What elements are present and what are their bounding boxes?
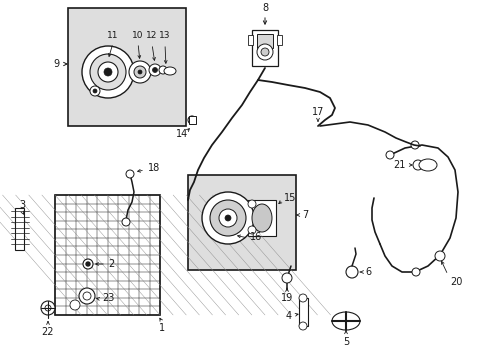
Circle shape bbox=[41, 301, 55, 315]
Circle shape bbox=[346, 266, 357, 278]
Bar bbox=[251, 30, 278, 66]
Circle shape bbox=[138, 70, 142, 74]
Bar bbox=[247, 35, 252, 45]
Text: 22: 22 bbox=[41, 327, 54, 337]
Circle shape bbox=[134, 66, 146, 78]
Circle shape bbox=[45, 305, 51, 311]
Circle shape bbox=[129, 61, 151, 83]
Ellipse shape bbox=[251, 204, 271, 232]
Circle shape bbox=[187, 116, 196, 124]
Circle shape bbox=[149, 64, 161, 76]
Text: 20: 20 bbox=[449, 277, 462, 287]
Bar bbox=[55, 195, 160, 315]
Ellipse shape bbox=[418, 159, 436, 171]
Circle shape bbox=[202, 192, 253, 244]
Circle shape bbox=[82, 46, 134, 98]
Circle shape bbox=[412, 160, 422, 170]
Circle shape bbox=[90, 54, 126, 90]
Circle shape bbox=[298, 322, 306, 330]
Text: 4: 4 bbox=[285, 311, 291, 321]
Circle shape bbox=[247, 200, 256, 208]
Circle shape bbox=[298, 294, 306, 302]
Text: 6: 6 bbox=[364, 267, 370, 277]
Text: 13: 13 bbox=[159, 31, 170, 40]
Text: 2: 2 bbox=[108, 259, 114, 269]
Circle shape bbox=[159, 66, 167, 74]
Text: 11: 11 bbox=[107, 31, 119, 40]
Ellipse shape bbox=[163, 67, 176, 75]
Text: 14: 14 bbox=[176, 129, 188, 139]
Circle shape bbox=[434, 251, 444, 261]
Bar bbox=[298, 298, 307, 326]
Circle shape bbox=[152, 68, 157, 72]
Text: 15: 15 bbox=[284, 193, 296, 203]
Circle shape bbox=[93, 89, 97, 93]
Circle shape bbox=[122, 218, 130, 226]
Bar bbox=[276, 35, 282, 45]
Ellipse shape bbox=[331, 312, 359, 330]
Circle shape bbox=[410, 141, 418, 149]
Text: 8: 8 bbox=[262, 3, 267, 13]
Circle shape bbox=[257, 44, 272, 60]
Text: 21: 21 bbox=[393, 160, 405, 170]
Circle shape bbox=[104, 68, 112, 76]
Circle shape bbox=[90, 86, 100, 96]
Text: 7: 7 bbox=[302, 210, 307, 220]
Circle shape bbox=[83, 259, 93, 269]
Circle shape bbox=[83, 292, 91, 300]
Circle shape bbox=[411, 268, 419, 276]
Circle shape bbox=[219, 209, 237, 227]
Bar bbox=[189, 116, 196, 124]
Text: 19: 19 bbox=[280, 293, 292, 303]
Circle shape bbox=[209, 200, 245, 236]
Text: 10: 10 bbox=[132, 31, 143, 40]
Circle shape bbox=[86, 262, 90, 266]
Text: 5: 5 bbox=[342, 337, 348, 347]
Text: 1: 1 bbox=[159, 323, 165, 333]
Bar bbox=[247, 200, 275, 236]
Bar bbox=[15, 208, 24, 250]
Text: 9: 9 bbox=[54, 59, 60, 69]
Text: 3: 3 bbox=[19, 200, 25, 210]
Text: 12: 12 bbox=[146, 31, 157, 40]
Circle shape bbox=[70, 300, 80, 310]
Circle shape bbox=[247, 226, 256, 234]
Text: 16: 16 bbox=[249, 232, 262, 242]
Circle shape bbox=[126, 170, 134, 178]
Text: 18: 18 bbox=[148, 163, 160, 173]
Bar bbox=[187, 175, 295, 270]
Circle shape bbox=[282, 273, 291, 283]
Circle shape bbox=[261, 48, 268, 56]
Circle shape bbox=[79, 288, 95, 304]
Text: 23: 23 bbox=[102, 293, 114, 303]
Circle shape bbox=[98, 62, 118, 82]
Text: 17: 17 bbox=[311, 107, 324, 117]
Bar bbox=[257, 34, 272, 48]
Circle shape bbox=[224, 215, 230, 221]
Bar bbox=[68, 8, 185, 126]
Circle shape bbox=[385, 151, 393, 159]
